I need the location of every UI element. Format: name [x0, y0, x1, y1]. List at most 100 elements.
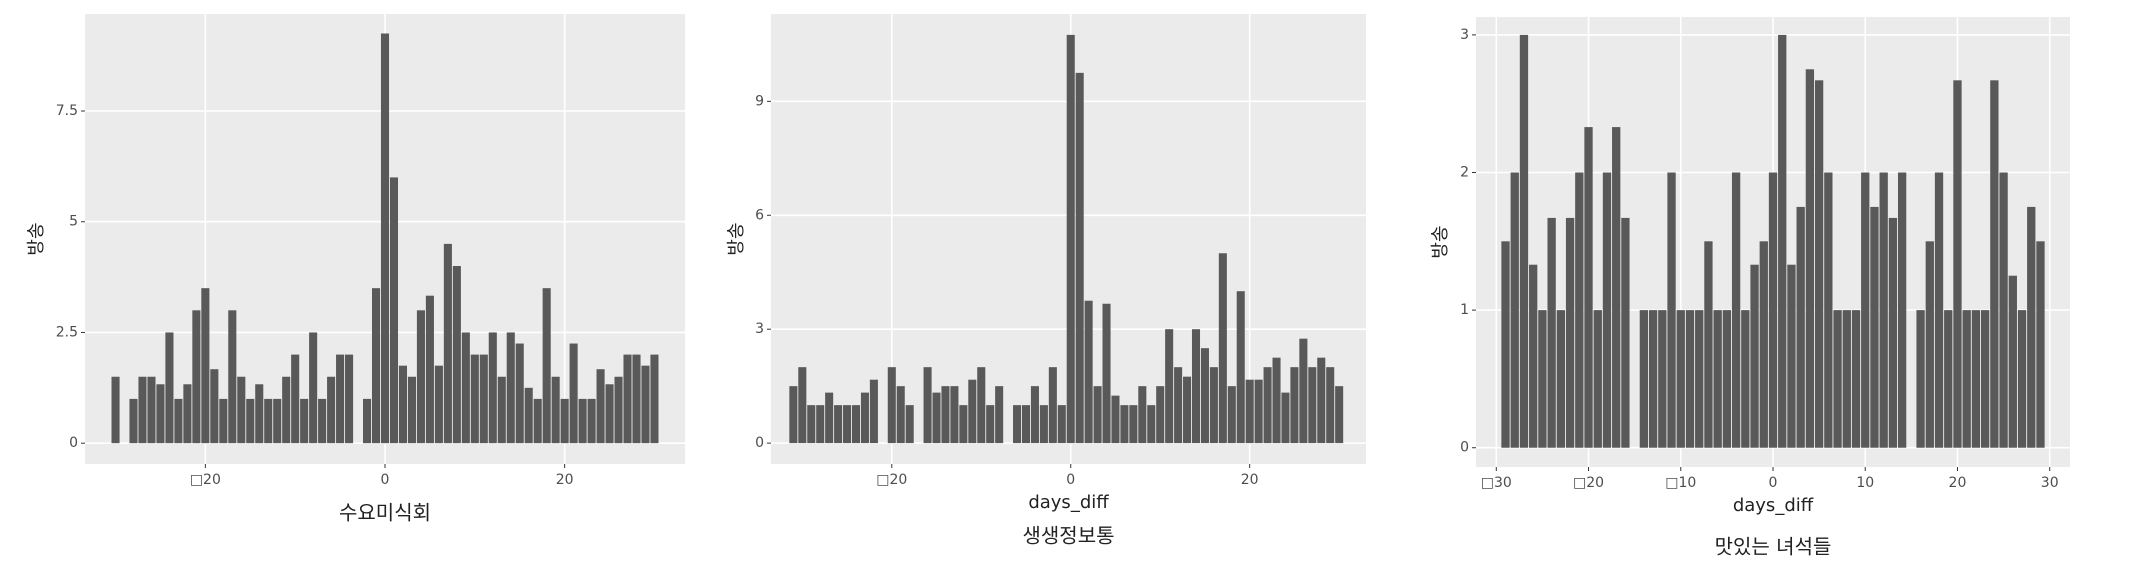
bar: [479, 354, 488, 444]
bar: [443, 243, 452, 444]
bar: [569, 343, 578, 444]
bar: [1102, 303, 1111, 444]
x-axis-label: days_diff: [1028, 492, 1109, 513]
bar: [371, 288, 381, 444]
bar: [1685, 310, 1695, 448]
bar: [1556, 310, 1566, 448]
bar: [1971, 310, 1981, 448]
bar: [1980, 310, 1990, 448]
y-tick-label: 3: [1460, 27, 1469, 43]
bar: [1990, 80, 1999, 448]
bar: [1879, 172, 1888, 448]
y-tick-label: 7.5: [56, 103, 78, 119]
bar: [807, 405, 816, 444]
y-tick-label: 0: [69, 435, 78, 451]
bar: [614, 376, 623, 444]
bar: [345, 354, 354, 444]
bar: [1218, 253, 1227, 444]
bar: [237, 376, 246, 444]
bar: [905, 405, 914, 444]
bar: [1254, 379, 1263, 444]
bar: [1612, 127, 1621, 448]
bar: [1183, 376, 1192, 444]
bar: [1538, 310, 1547, 448]
bar: [407, 376, 416, 444]
bar: [977, 367, 986, 444]
bar: [816, 405, 825, 444]
bar: [524, 387, 533, 444]
bar: [1039, 405, 1048, 444]
bar: [1916, 310, 1925, 448]
bar: [2027, 206, 2036, 448]
bar: [1111, 395, 1120, 444]
bar: [1584, 127, 1593, 448]
y-tick-label: 6: [755, 207, 764, 223]
bar: [1200, 348, 1209, 444]
bar: [1768, 172, 1778, 448]
bar: [1191, 329, 1201, 444]
bar: [2008, 275, 2017, 448]
bar: [1805, 69, 1815, 448]
bar: [1299, 338, 1308, 444]
x-tick-label: □10: [1665, 475, 1696, 491]
bar: [1326, 367, 1335, 444]
bar: [138, 376, 147, 444]
bar: [291, 354, 300, 444]
bar: [470, 354, 479, 444]
bar: [2036, 241, 2045, 448]
bar: [923, 367, 932, 444]
bar: [165, 332, 174, 444]
y-tick-label: 1: [1460, 302, 1469, 318]
bar: [1741, 310, 1750, 448]
x-tick-label: 0: [381, 472, 390, 488]
x-tick-label: □30: [1481, 475, 1512, 491]
bar: [1519, 34, 1529, 448]
bar: [264, 398, 273, 444]
bar: [1501, 241, 1510, 448]
y-axis-label: 방송: [26, 222, 47, 255]
bar: [452, 266, 461, 444]
bar: [825, 392, 834, 444]
bar: [1547, 217, 1556, 448]
x-tick-label: □20: [1573, 475, 1604, 491]
bar: [798, 367, 807, 444]
bar: [843, 405, 852, 444]
bar: [1156, 386, 1165, 444]
bar: [551, 376, 560, 444]
bar: [309, 332, 318, 444]
bar: [860, 392, 869, 444]
bar: [1925, 241, 1934, 448]
bar: [1308, 367, 1317, 444]
bar: [1722, 310, 1732, 448]
bar: [255, 384, 264, 444]
bar: [968, 379, 977, 444]
bar: [1602, 172, 1612, 448]
bar: [1593, 310, 1602, 448]
bar: [201, 288, 210, 444]
bar: [1888, 217, 1898, 448]
bar: [1236, 291, 1245, 444]
x-axis-label: days_diff: [1733, 495, 1814, 516]
chart-title: 수요미식회: [339, 501, 431, 525]
bar: [488, 332, 497, 444]
bar: [1731, 172, 1741, 448]
bar: [887, 367, 896, 444]
bar: [1833, 310, 1842, 448]
x-tick-label: 20: [1241, 472, 1259, 488]
bar: [1227, 386, 1236, 444]
bar: [1138, 386, 1147, 444]
bar: [515, 343, 524, 444]
bar: [461, 332, 470, 444]
bar: [896, 386, 905, 444]
bar: [1676, 310, 1685, 448]
bar: [228, 310, 237, 444]
bar: [129, 398, 138, 444]
bar: [1075, 72, 1084, 444]
bar: [1174, 367, 1183, 444]
bar: [210, 369, 219, 444]
bar: [959, 405, 968, 444]
bar: [434, 365, 443, 444]
bar: [1084, 300, 1093, 444]
bar: [596, 369, 605, 444]
bar: [1021, 405, 1031, 444]
